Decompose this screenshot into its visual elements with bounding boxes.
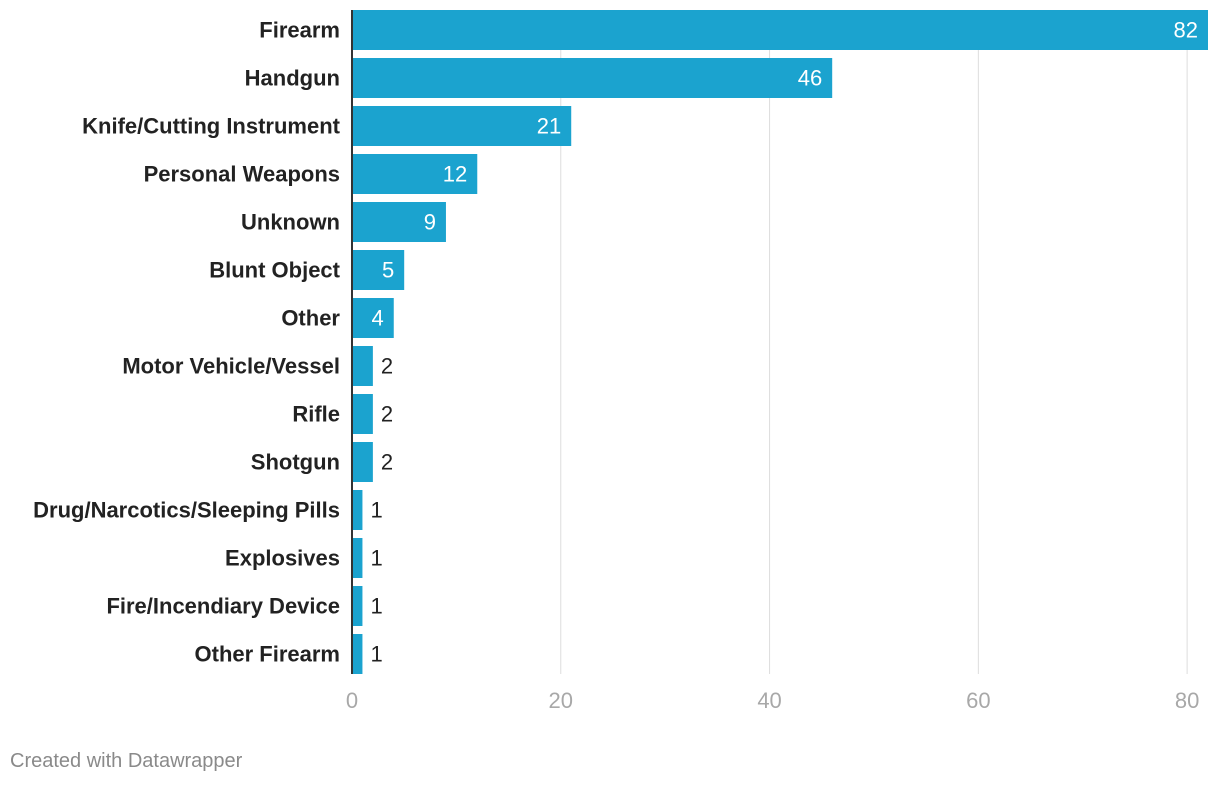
bar-motor-vehicle-vessel bbox=[352, 346, 373, 386]
bar-shotgun bbox=[352, 442, 373, 482]
grid-layer bbox=[560, 10, 1188, 674]
value-label-drug-narcotics-sleeping-pills: 1 bbox=[370, 498, 382, 523]
datawrapper-credit: Created with Datawrapper bbox=[10, 750, 243, 772]
value-label-unknown: 9 bbox=[424, 210, 436, 235]
category-label-shotgun: Shotgun bbox=[251, 450, 340, 475]
bar-personal-weapons bbox=[352, 154, 478, 194]
bar-firearm bbox=[352, 10, 1208, 50]
value-label-rifle: 2 bbox=[381, 402, 393, 427]
bar-knife-cutting-instrument bbox=[352, 106, 572, 146]
category-label-fire-incendiary-device: Fire/Incendiary Device bbox=[106, 594, 340, 619]
value-label-handgun: 46 bbox=[798, 66, 822, 91]
category-label-rifle: Rifle bbox=[292, 402, 340, 427]
x-tick-label-40: 40 bbox=[757, 688, 781, 713]
x-tick-label-80: 80 bbox=[1175, 688, 1199, 713]
x-tick-label-0: 0 bbox=[346, 688, 358, 713]
category-label-handgun: Handgun bbox=[245, 66, 340, 91]
category-label-personal-weapons: Personal Weapons bbox=[144, 162, 340, 187]
bar-unknown bbox=[352, 202, 446, 242]
bar-explosives bbox=[352, 538, 363, 578]
value-label-blunt-object: 5 bbox=[382, 258, 394, 283]
bar-layer bbox=[352, 10, 1208, 674]
value-label-knife-cutting-instrument: 21 bbox=[537, 114, 561, 139]
category-label-other-firearm: Other Firearm bbox=[195, 642, 341, 667]
category-label-unknown: Unknown bbox=[241, 210, 340, 235]
x-tick-label-60: 60 bbox=[966, 688, 990, 713]
bar-fire-incendiary-device bbox=[352, 586, 363, 626]
value-label-personal-weapons: 12 bbox=[443, 162, 467, 187]
bar-blunt-object bbox=[352, 250, 405, 290]
bar-handgun bbox=[352, 58, 833, 98]
bar-other-firearm bbox=[352, 634, 363, 674]
category-label-firearm: Firearm bbox=[259, 18, 340, 43]
axis-layer: 0 20 40 60 80 bbox=[346, 10, 1199, 713]
category-label-explosives: Explosives bbox=[225, 546, 340, 571]
category-label-drug-narcotics-sleeping-pills: Drug/Narcotics/Sleeping Pills bbox=[33, 498, 340, 523]
category-label-knife-cutting-instrument: Knife/Cutting Instrument bbox=[82, 114, 341, 139]
bar-drug-narcotics-sleeping-pills bbox=[352, 490, 363, 530]
bar-other bbox=[352, 298, 394, 338]
bar-rifle bbox=[352, 394, 373, 434]
x-tick-label-20: 20 bbox=[549, 688, 573, 713]
value-label-firearm: 82 bbox=[1174, 18, 1198, 43]
value-label-fire-incendiary-device: 1 bbox=[370, 594, 382, 619]
value-label-other-firearm: 1 bbox=[370, 642, 382, 667]
value-label-motor-vehicle-vessel: 2 bbox=[381, 354, 393, 379]
category-label-blunt-object: Blunt Object bbox=[209, 258, 340, 283]
category-label-motor-vehicle-vessel: Motor Vehicle/Vessel bbox=[122, 354, 340, 379]
label-layer: Firearm 82 Handgun 46 Knife/Cutting Instrume… bbox=[33, 18, 1198, 667]
value-label-shotgun: 2 bbox=[381, 450, 393, 475]
value-label-other: 4 bbox=[372, 306, 384, 331]
value-label-explosives: 1 bbox=[370, 546, 382, 571]
category-label-other: Other bbox=[281, 306, 340, 331]
